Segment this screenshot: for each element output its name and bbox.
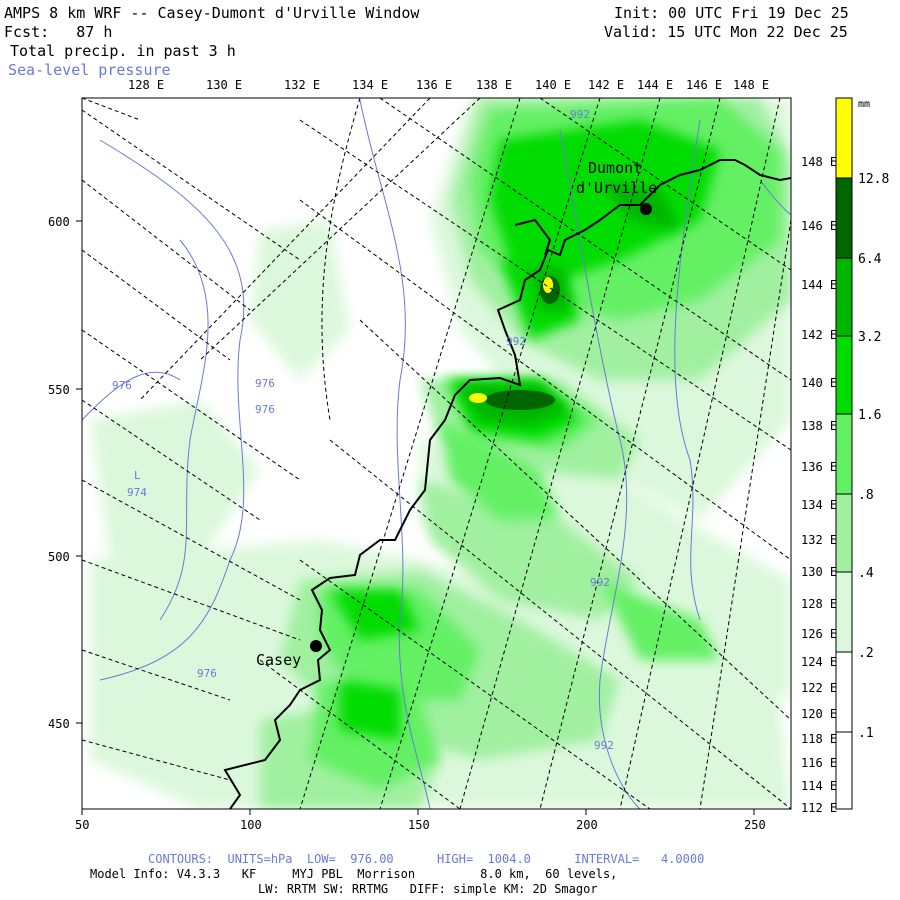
y-axis (76, 220, 82, 724)
legend-swatch (836, 572, 852, 652)
right-lon-label: 124 E (801, 655, 837, 669)
legend-swatch (836, 336, 852, 414)
x-tick-label: 150 (408, 818, 430, 832)
legend-swatch (836, 414, 852, 494)
legend-level: 3.2 (858, 330, 881, 345)
legend-level: 6.4 (858, 252, 882, 267)
plot-frame (81, 97, 792, 810)
init-time: Init: 00 UTC Fri 19 Dec 25 (614, 4, 849, 22)
top-lon-label: 138 E (476, 78, 512, 92)
right-lon-label: 136 E (801, 460, 837, 474)
x-tick-label: 50 (75, 818, 89, 832)
contour-label: 992 (594, 739, 614, 752)
contour-label: 976 (112, 379, 132, 392)
y-tick-label: 600 (48, 215, 70, 229)
x-tick-label: 100 (240, 818, 262, 832)
right-lon-label: 148 E (801, 155, 837, 169)
top-lon-label: 132 E (284, 78, 320, 92)
contour-label: 992 (570, 108, 590, 121)
x-axis (81, 809, 755, 815)
casey-station-marker (310, 640, 322, 652)
top-lon-label: 144 E (637, 78, 673, 92)
right-lon-label: 132 E (801, 533, 837, 547)
top-lon-label: 146 E (686, 78, 722, 92)
legend-level: 1.6 (858, 408, 881, 423)
overlay-name: Sea-level pressure (8, 61, 171, 79)
top-longitude-labels: 128 E 130 E 132 E 134 E 136 E 138 E 140 … (128, 78, 769, 92)
place-dumont: Dumont (588, 159, 642, 177)
top-lon-label: 136 E (416, 78, 452, 92)
y-tick-label: 550 (48, 383, 70, 397)
right-lon-label: 114 E (801, 779, 837, 793)
y-tick-label: 500 (48, 550, 70, 564)
contour-info: CONTOURS: UNITS=hPa LOW= 976.00 HIGH= 10… (148, 852, 705, 866)
legend-swatch (836, 258, 852, 336)
legend-level: .8 (858, 488, 874, 503)
x-tick-label: 200 (576, 818, 598, 832)
valid-time: Valid: 15 UTC Mon 22 Dec 25 (604, 23, 848, 41)
legend-level: .2 (858, 646, 874, 661)
top-lon-label: 128 E (128, 78, 164, 92)
legend-unit: mm (858, 99, 870, 110)
right-lon-label: 118 E (801, 732, 837, 746)
legend-swatch (836, 494, 852, 572)
right-lon-label: 128 E (801, 597, 837, 611)
right-lon-label: 122 E (801, 681, 837, 695)
contour-label: 992 (590, 576, 610, 589)
legend-swatch (836, 652, 852, 732)
place-durville: d'Urville (576, 179, 657, 197)
model-info: Model Info: V4.3.3 KF MYJ PBL Morrison 8… (90, 867, 618, 881)
precip-max-dark (485, 390, 555, 410)
right-lon-label: 116 E (801, 756, 837, 770)
color-legend (835, 97, 853, 810)
top-lon-label: 142 E (588, 78, 624, 92)
contour-label: 976 (197, 667, 217, 680)
field-name: Total precip. in past 3 h (10, 42, 236, 60)
legend-swatch (836, 178, 852, 258)
x-tick-label: 250 (744, 818, 766, 832)
top-lon-label: 134 E (352, 78, 388, 92)
legend-level: .4 (858, 566, 874, 581)
top-lon-label: 148 E (733, 78, 769, 92)
map-title: AMPS 8 km WRF -- Casey-Dumont d'Urville … (4, 4, 420, 22)
contour-low-marker: L (134, 469, 141, 482)
right-lon-label: 140 E (801, 376, 837, 390)
top-lon-label: 130 E (206, 78, 242, 92)
right-lon-label: 144 E (801, 278, 837, 292)
right-lon-label: 120 E (801, 707, 837, 721)
contour-label: 992 (506, 335, 526, 348)
legend-swatch (836, 98, 852, 178)
right-lon-label: 142 E (801, 328, 837, 342)
right-lon-label: 146 E (801, 219, 837, 233)
right-lon-label: 134 E (801, 498, 837, 512)
y-tick-label: 450 (48, 717, 70, 731)
right-longitude-labels: 148 E 146 E 144 E 142 E 140 E 138 E 136 … (801, 155, 837, 815)
contour-label: 974 (127, 486, 147, 499)
contour-label: 976 (255, 403, 275, 416)
physics-info: LW: RRTM SW: RRTMG DIFF: simple KM: 2D S… (258, 882, 598, 896)
dumont-durville-station-marker (640, 203, 652, 215)
precip-shading (82, 98, 791, 809)
forecast-hour: Fcst: 87 h (4, 23, 113, 41)
right-lon-label: 130 E (801, 565, 837, 579)
top-lon-label: 140 E (535, 78, 571, 92)
right-lon-label: 112 E (801, 801, 837, 815)
place-casey: Casey (256, 651, 301, 669)
precip-max-yellow (469, 393, 487, 403)
legend-swatch (836, 732, 852, 809)
right-lon-label: 138 E (801, 419, 837, 433)
legend-level: .1 (858, 726, 874, 741)
right-lon-label: 126 E (801, 627, 837, 641)
legend-level: 12.8 (858, 172, 889, 187)
coastline (223, 159, 791, 809)
contour-label: 976 (255, 377, 275, 390)
